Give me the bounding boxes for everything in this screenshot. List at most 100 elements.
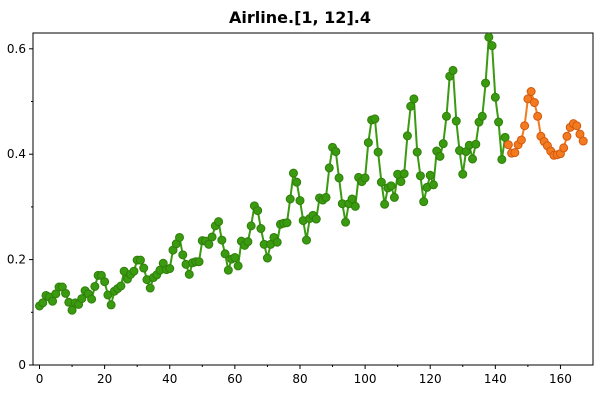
data-point-0 [100,277,110,287]
data-point-0 [331,147,341,157]
x-tick-label: 0 [36,372,44,386]
data-point-0 [178,250,188,260]
data-point-0 [311,214,321,224]
y-tick-label: 0.4 [7,147,26,161]
data-point-0 [321,192,331,202]
data-point-1 [526,86,536,96]
data-point-0 [253,206,263,216]
data-point-0 [256,224,266,234]
x-tick-label: 120 [419,372,442,386]
x-tick-label: 60 [227,372,242,386]
data-point-1 [572,121,582,131]
data-point-1 [516,135,526,145]
data-point-0 [220,249,230,259]
data-point-0 [487,41,497,51]
data-point-0 [399,169,409,179]
data-point-0 [145,283,155,293]
data-point-0 [230,252,240,262]
x-tick-label: 80 [292,372,307,386]
data-point-0 [90,281,100,291]
data-point-0 [451,116,461,126]
data-point-0 [301,235,311,245]
data-point-1 [529,98,539,108]
data-point-0 [481,78,491,88]
data-point-0 [184,269,194,279]
data-point-0 [288,168,298,178]
data-point-0 [380,199,390,209]
series-layer [35,32,588,315]
x-tick-label: 40 [162,372,177,386]
data-point-1 [503,140,513,150]
data-point-0 [373,147,383,157]
data-point-0 [106,300,116,310]
data-point-0 [295,196,305,206]
data-point-0 [494,117,504,127]
data-point-0 [425,170,435,180]
data-point-0 [48,296,58,306]
data-point-0 [458,169,468,179]
data-point-0 [324,163,334,173]
data-point-0 [471,139,481,149]
data-point-1 [520,121,530,131]
data-point-0 [77,294,87,304]
x-tick-label: 160 [549,372,572,386]
data-point-0 [223,265,233,275]
data-point-0 [272,237,282,247]
data-point-0 [389,192,399,202]
data-point-0 [402,131,412,141]
data-point-0 [490,92,500,102]
data-point-0 [217,235,227,245]
data-point-0 [370,114,380,124]
data-point-0 [233,261,243,271]
x-tick-label: 20 [97,372,112,386]
data-point-0 [38,298,48,308]
data-point-0 [207,232,217,242]
data-point-0 [477,111,487,121]
plot-frame [32,32,594,366]
data-point-0 [67,305,77,315]
data-point-0 [194,257,204,267]
data-point-0 [214,217,224,227]
data-point-0 [341,217,351,227]
data-point-0 [61,288,71,298]
data-point-0 [360,173,370,183]
data-point-1 [510,148,520,158]
data-point-0 [386,181,396,191]
data-point-0 [292,177,302,187]
data-point-0 [347,194,357,204]
axes: 0 20 40 60 80 100 120 140 160 0 0.2 0.4 0.6 [7,32,594,386]
x-tick-label: 140 [484,372,507,386]
data-point-0 [448,65,458,75]
data-point-0 [282,218,292,228]
y-tick-label: 0 [18,358,26,372]
data-point-0 [262,253,272,263]
data-point-0 [412,147,422,157]
chart-title: Airline.[1, 12].4 [229,8,371,27]
data-point-0 [438,139,448,149]
data-point-0 [116,281,126,291]
data-point-1 [533,111,543,121]
data-point-0 [497,154,507,164]
data-point-0 [243,237,253,247]
data-point-0 [334,173,344,183]
data-point-0 [87,294,97,304]
data-point-0 [135,255,145,265]
data-point-0 [139,263,149,273]
data-point-0 [363,138,373,148]
data-point-0 [350,201,360,211]
data-point-0 [204,239,214,249]
data-point-0 [396,177,406,187]
data-point-0 [428,180,438,190]
data-point-0 [484,32,494,42]
series-line-0 [38,36,507,312]
data-point-0 [376,177,386,187]
data-point-1 [562,131,572,141]
data-point-0 [409,94,419,104]
data-point-0 [468,154,478,164]
data-point-0 [406,101,416,111]
data-point-0 [441,111,451,121]
data-point-0 [285,194,295,204]
x-tick-label: 100 [354,372,377,386]
data-point-0 [435,151,445,161]
